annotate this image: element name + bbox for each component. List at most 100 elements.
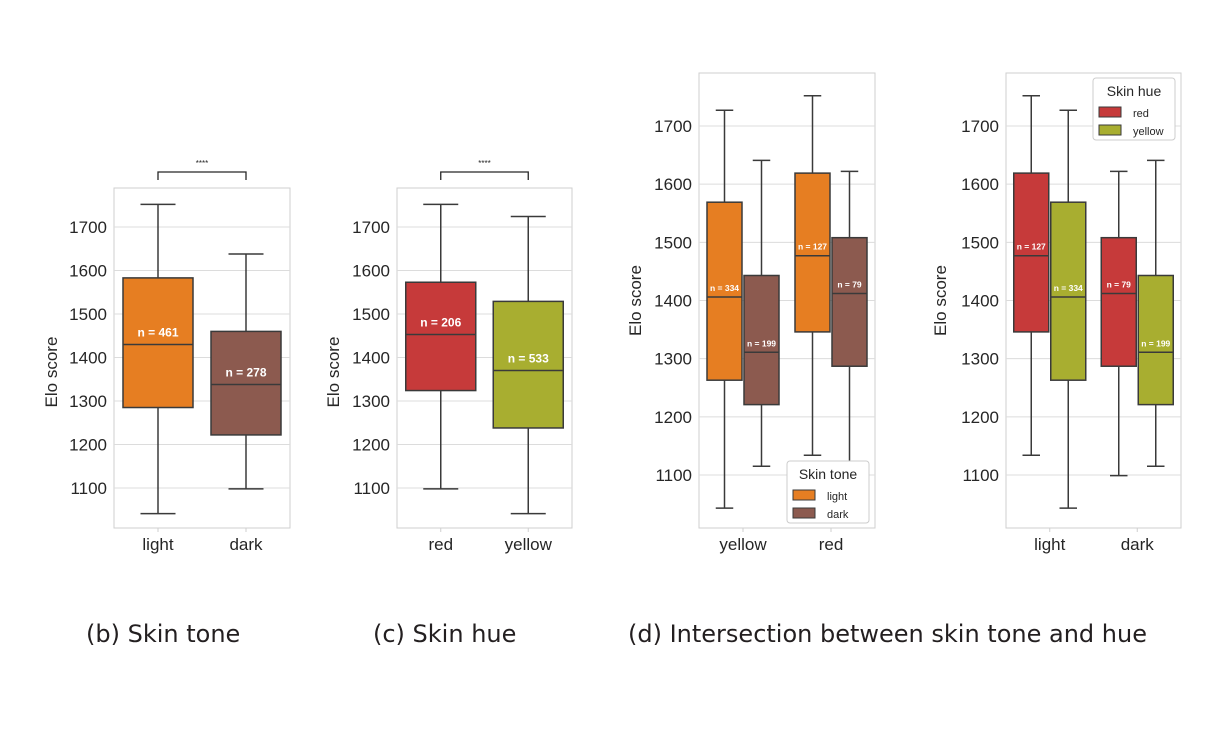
- x-tick-label: red: [819, 535, 844, 554]
- sample-size-label: n = 206: [420, 315, 461, 329]
- y-tick-label: 1700: [69, 218, 107, 237]
- box-yellow-0: n = 334: [706, 109, 743, 509]
- caption-intersection: (d) Intersection between skin tone and h…: [628, 620, 1147, 648]
- sample-size-label: n = 199: [1141, 338, 1170, 348]
- y-tick-label: 1700: [352, 218, 390, 237]
- box-light: n = 461: [122, 203, 194, 515]
- legend-swatch: [1098, 106, 1122, 118]
- legend-swatch: [792, 489, 816, 501]
- legend-swatch: [792, 507, 816, 519]
- significance-bracket: [440, 171, 529, 180]
- chart-c: 1100 1200 1300 1400 1500 1600 1700 Elo score red…: [324, 159, 573, 554]
- significance-stars: ****: [478, 159, 490, 168]
- legend: Skin tone light dark: [786, 460, 870, 524]
- y-axis-label: Elo score: [626, 265, 645, 336]
- y-tick-label: 1300: [961, 350, 999, 369]
- y-tick-label: 1400: [961, 292, 999, 311]
- y-tick-label: 1200: [654, 408, 692, 427]
- legend-title: Skin hue: [1107, 83, 1162, 99]
- chart-d1: 1100 1200 1300 1400 1500 1600 1700 Elo score yel…: [626, 72, 876, 554]
- box-yellow-1: n = 199: [743, 159, 780, 468]
- y-tick-label: 1100: [655, 466, 692, 485]
- sample-size-label: n = 533: [508, 352, 549, 366]
- y-tick-label: 1100: [962, 466, 999, 485]
- legend-label: yellow: [1133, 126, 1164, 138]
- box-body: [1013, 172, 1050, 333]
- box-dark: n = 278: [210, 253, 282, 490]
- y-tick-label: 1200: [69, 436, 107, 455]
- sample-size-label: n = 334: [710, 283, 739, 293]
- box-dark-0: n = 79: [1100, 170, 1137, 477]
- y-tick-label: 1400: [69, 349, 107, 368]
- box-light-0: n = 127: [1013, 95, 1050, 456]
- y-tick-label: 1500: [69, 305, 107, 324]
- box-body: [492, 300, 564, 429]
- box-red: n = 206: [405, 203, 477, 490]
- caption-skin-hue: (c) Skin hue: [373, 620, 517, 648]
- y-tick-label: 1600: [654, 175, 692, 194]
- y-tick-label: 1100: [353, 479, 390, 498]
- sample-size-label: n = 127: [1017, 242, 1046, 252]
- x-tick-label: dark: [229, 535, 263, 554]
- sample-size-label: n = 79: [1107, 280, 1132, 290]
- y-tick-label: 1200: [961, 408, 999, 427]
- box-body: [1137, 274, 1174, 406]
- box-red-0: n = 127: [794, 95, 831, 456]
- legend-swatch: [1098, 124, 1122, 136]
- box-body: [1100, 236, 1137, 367]
- sample-size-label: n = 127: [798, 242, 827, 252]
- box-body: [743, 274, 780, 406]
- box-body: [1050, 201, 1087, 381]
- chart-b: 1100 1200 1300 1400 1500 1600 1700 Elo score lig…: [42, 159, 291, 554]
- box-body: [405, 281, 477, 392]
- y-axis-label: Elo score: [931, 265, 950, 336]
- sample-size-label: n = 199: [747, 338, 776, 348]
- y-tick-label: 1600: [961, 175, 999, 194]
- sample-size-label: n = 461: [137, 325, 178, 339]
- significance-stars: ****: [196, 159, 208, 168]
- x-tick-label: light: [1034, 535, 1065, 554]
- y-tick-label: 1400: [654, 292, 692, 311]
- legend-label: dark: [827, 509, 849, 521]
- y-axis-label: Elo score: [324, 337, 343, 408]
- y-tick-label: 1100: [70, 479, 107, 498]
- y-tick-label: 1500: [961, 233, 999, 252]
- y-tick-label: 1400: [352, 349, 390, 368]
- box-red-1: n = 79: [831, 170, 868, 477]
- y-tick-label: 1500: [352, 305, 390, 324]
- y-tick-label: 1700: [654, 117, 692, 136]
- y-tick-label: 1600: [69, 262, 107, 281]
- sample-size-label: n = 334: [1054, 283, 1083, 293]
- box-yellow: n = 533: [492, 215, 564, 515]
- legend-label: light: [827, 491, 847, 503]
- y-tick-label: 1700: [961, 117, 999, 136]
- box-dark-1: n = 199: [1137, 159, 1174, 468]
- chart-d2: 1100 1200 1300 1400 1500 1600 1700 Elo score lig…: [931, 72, 1182, 554]
- caption-skin-tone: (b) Skin tone: [86, 620, 241, 648]
- x-tick-label: light: [142, 535, 173, 554]
- x-tick-label: yellow: [505, 535, 553, 554]
- box-body: [831, 236, 868, 367]
- box-body: [706, 201, 743, 381]
- legend-title: Skin tone: [799, 466, 858, 482]
- x-tick-label: yellow: [719, 535, 767, 554]
- legend: Skin hue red yellow: [1092, 77, 1176, 141]
- box-body: [210, 330, 282, 436]
- y-tick-label: 1500: [654, 233, 692, 252]
- sample-size-label: n = 278: [225, 365, 266, 379]
- legend-label: red: [1133, 108, 1149, 120]
- y-tick-label: 1200: [352, 436, 390, 455]
- box-body: [122, 277, 194, 409]
- box-body: [794, 172, 831, 333]
- y-axis-label: Elo score: [42, 337, 61, 408]
- significance-bracket: [157, 171, 247, 180]
- x-tick-label: red: [428, 535, 453, 554]
- y-tick-label: 1300: [352, 392, 390, 411]
- y-tick-label: 1600: [352, 262, 390, 281]
- y-tick-label: 1300: [69, 392, 107, 411]
- sample-size-label: n = 79: [837, 280, 862, 290]
- box-light-1: n = 334: [1050, 109, 1087, 509]
- x-tick-label: dark: [1121, 535, 1155, 554]
- y-tick-label: 1300: [654, 350, 692, 369]
